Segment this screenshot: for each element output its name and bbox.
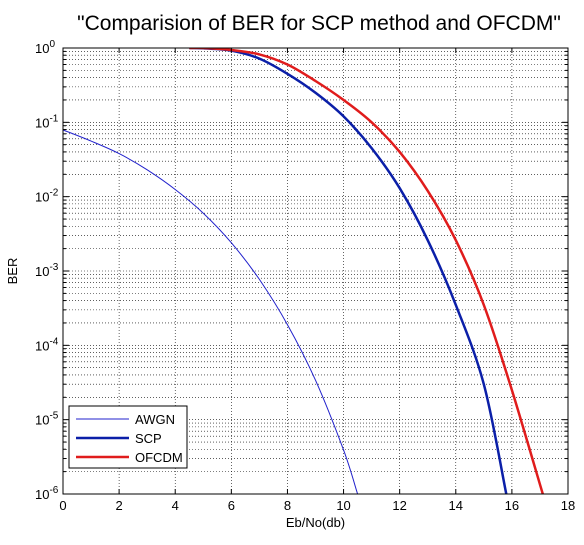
legend-label-scp: SCP: [135, 431, 162, 446]
x-tick-label: 16: [505, 498, 519, 513]
x-tick-label: 12: [392, 498, 406, 513]
x-tick-label: 14: [449, 498, 463, 513]
y-tick-label: 10-3: [35, 262, 59, 279]
x-tick-label: 2: [115, 498, 122, 513]
y-tick-label: 10-5: [35, 411, 59, 428]
chart-title: "Comparision of BER for SCP method and O…: [77, 12, 561, 35]
x-tick-label: 6: [228, 498, 235, 513]
y-tick-label: 10-4: [35, 336, 59, 353]
y-tick-label: 10-1: [35, 113, 59, 130]
x-tick-label: 10: [336, 498, 350, 513]
series-line-awgn: [63, 129, 359, 494]
series-line-ofcdm: [189, 48, 544, 494]
x-tick-label: 18: [561, 498, 575, 513]
grid: [63, 48, 568, 494]
series-line-scp: [189, 48, 508, 494]
y-axis-label: BER: [5, 258, 20, 285]
y-tick-label: 10-6: [35, 485, 59, 502]
legend-label-awgn: AWGN: [135, 412, 175, 427]
y-tick-label: 100: [35, 39, 55, 56]
legend-label-ofcdm: OFCDM: [135, 450, 183, 465]
axis-ticks: 0 2 4 6 8 10 12 14 16 18 100 10-1 10-2 10-3 10-4 10-5 10…: [35, 39, 575, 513]
legend: AWGN SCP OFCDM: [68, 405, 188, 469]
y-tick-label: 10-2: [35, 188, 59, 205]
x-axis-label: Eb/No(db): [286, 515, 345, 530]
x-tick-label: 8: [284, 498, 291, 513]
x-tick-label: 0: [59, 498, 66, 513]
x-tick-label: 4: [172, 498, 179, 513]
